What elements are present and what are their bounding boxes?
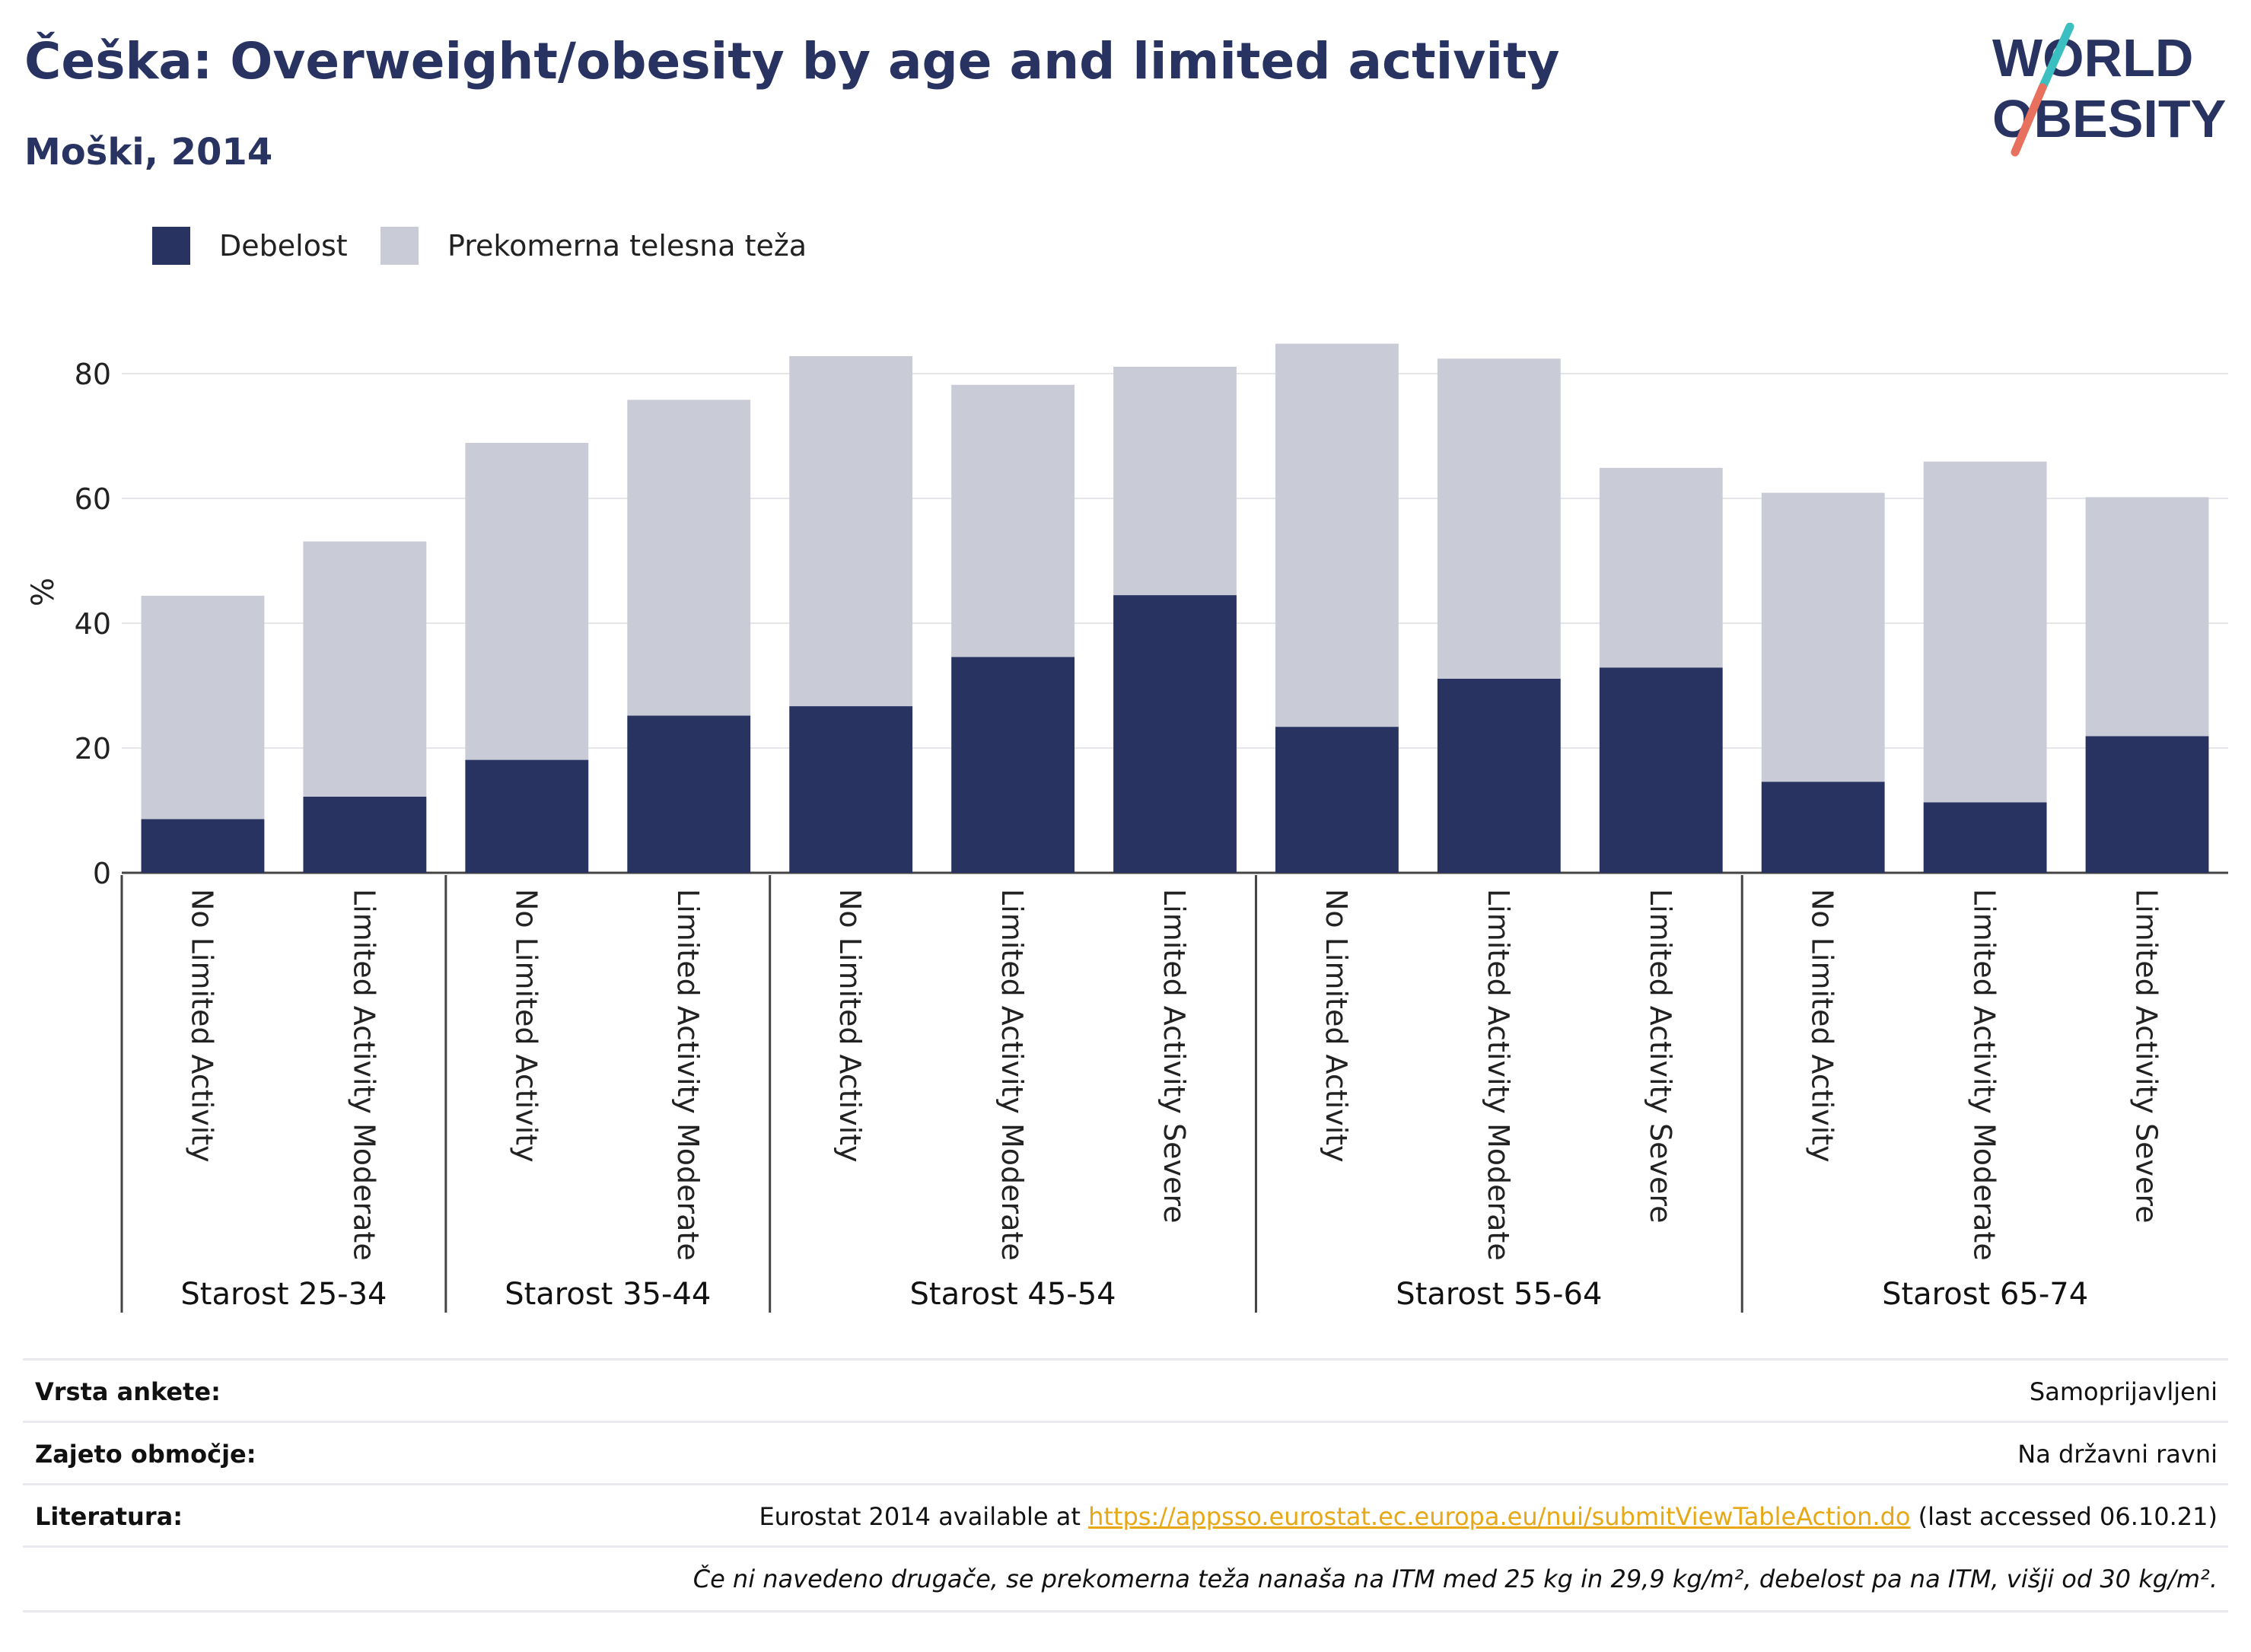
bar-overweight-6 (1113, 366, 1237, 596)
bar-obesity-10 (1761, 781, 1885, 873)
bar-obesity-9 (1599, 667, 1723, 873)
meta-row-references: Literatura: Eurostat 2014 available at h… (23, 1483, 2228, 1548)
page-subtitle: Moški, 2014 (24, 131, 273, 173)
bar-obesity-0 (141, 819, 265, 873)
bar-overweight-8 (1437, 358, 1561, 679)
legend-label-overweight: Prekomerna telesna teža (447, 229, 807, 263)
bar-overweight-3 (627, 399, 751, 716)
legend-label-obesity: Debelost (219, 229, 348, 263)
category-label-9: Limited Activity Severe (1644, 889, 1677, 1224)
category-label-6: Limited Activity Severe (1157, 889, 1191, 1224)
meta-row-note: Če ni navedeno drugače, se prekomerna te… (23, 1545, 2228, 1612)
bar-overweight-2 (465, 443, 589, 760)
bar-obesity-6 (1113, 595, 1237, 873)
group-label-1: Starost 35-44 (505, 1277, 711, 1312)
meta-row-survey-type: Vrsta ankete: Samoprijavljeni (23, 1358, 2228, 1423)
bar-obesity-4 (789, 706, 913, 873)
bar-obesity-11 (1923, 802, 2047, 873)
page-title: Češka: Overweight/obesity by age and lim… (24, 32, 1560, 91)
category-label-12: Limited Activity Severe (2130, 889, 2163, 1224)
references-link[interactable]: https://appsso.eurostat.ec.europa.eu/nui… (1088, 1502, 1911, 1531)
references-suffix: (last accessed 06.10.21) (1910, 1502, 2218, 1531)
y-tick-label-20: 20 (75, 732, 111, 766)
bar-overweight-11 (1923, 461, 2047, 803)
group-label-0: Starost 25-34 (180, 1277, 387, 1312)
references-label: Literatura: (35, 1502, 183, 1531)
group-label-4: Starost 65-74 (1882, 1277, 2088, 1312)
category-label-1: Limited Activity Moderate (347, 889, 380, 1261)
bar-obesity-8 (1437, 678, 1561, 873)
y-tick-label-40: 40 (75, 607, 111, 641)
legend-swatch-overweight (380, 227, 419, 265)
bar-overweight-7 (1275, 343, 1399, 727)
bar-overweight-1 (303, 541, 427, 797)
category-label-4: No Limited Activity (833, 889, 867, 1163)
bar-obesity-1 (303, 796, 427, 873)
bar-overweight-9 (1599, 467, 1723, 668)
group-label-3: Starost 55-64 (1396, 1277, 1602, 1312)
category-label-0: No Limited Activity (185, 889, 218, 1163)
legend-swatch-obesity (152, 227, 190, 265)
definition-note: Če ni navedeno drugače, se prekomerna te… (692, 1564, 2218, 1593)
category-label-5: Limited Activity Moderate (995, 889, 1029, 1261)
category-label-2: No Limited Activity (509, 889, 543, 1163)
category-label-3: Limited Activity Moderate (671, 889, 705, 1261)
category-label-8: Limited Activity Moderate (1482, 889, 1515, 1261)
references-value: Eurostat 2014 available at https://appss… (759, 1502, 2218, 1531)
y-tick-label-60: 60 (75, 482, 111, 516)
bar-obesity-7 (1275, 727, 1399, 873)
world-obesity-logo: WORLD OBESITY (1992, 23, 2226, 157)
bar-obesity-5 (951, 657, 1075, 873)
bar-obesity-2 (465, 759, 589, 873)
svg-text:WORLD: WORLD (1992, 28, 2193, 88)
survey-type-label: Vrsta ankete: (35, 1377, 221, 1406)
stacked-bar-chart: 0 20 40 60 80% No Limited Activity Limited Act… (26, 343, 2228, 1313)
y-tick-label-0: 0 (93, 857, 111, 890)
coverage-value: Na državni ravni (2017, 1440, 2218, 1469)
survey-type-value: Samoprijavljeni (2029, 1377, 2218, 1406)
bar-overweight-0 (141, 595, 265, 820)
category-label-11: Limited Activity Moderate (1968, 889, 2001, 1261)
coverage-label: Zajeto območje: (35, 1440, 256, 1469)
y-tick-label-80: 80 (75, 358, 111, 391)
meta-row-coverage: Zajeto območje: Na državni ravni (23, 1421, 2228, 1485)
group-label-2: Starost 45-54 (910, 1277, 1116, 1312)
y-axis-title: % (26, 578, 61, 606)
bar-overweight-5 (951, 384, 1075, 657)
bar-overweight-10 (1761, 492, 1885, 782)
bar-overweight-12 (2085, 497, 2209, 737)
bar-obesity-12 (2085, 736, 2209, 873)
bar-overweight-4 (789, 356, 913, 707)
category-label-7: No Limited Activity (1320, 889, 1353, 1163)
references-prefix: Eurostat 2014 available at (759, 1502, 1089, 1531)
category-label-10: No Limited Activity (1806, 889, 1839, 1163)
bar-obesity-3 (627, 715, 751, 873)
